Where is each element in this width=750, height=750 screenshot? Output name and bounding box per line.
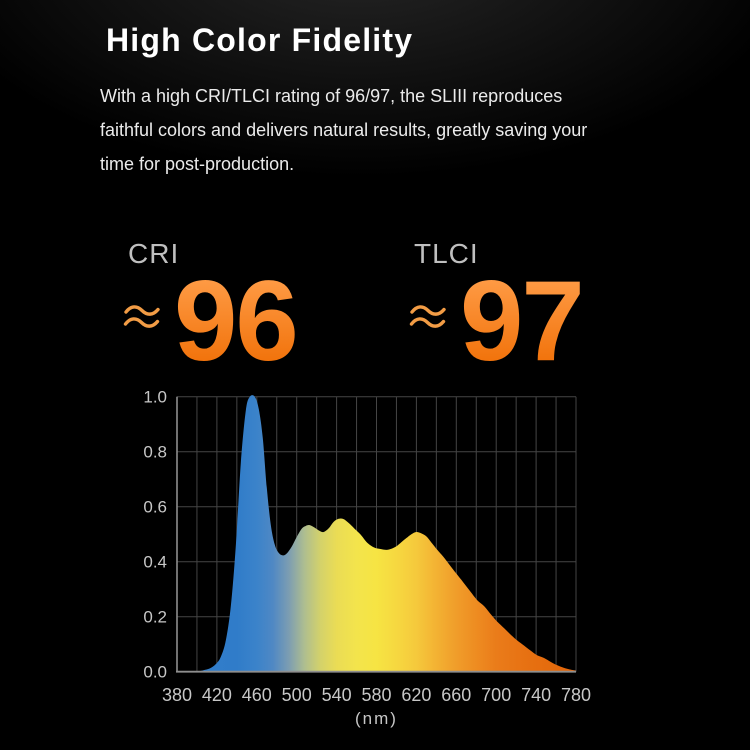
y-tick-label: 0.2 (143, 608, 167, 627)
x-tick-label: 700 (481, 685, 511, 705)
chart-tick-labels: 1.0 0.8 0.6 0.4 0.2 0.0 380 420 460 500 540 580 620 6… (143, 388, 591, 728)
x-tick-label: 460 (242, 685, 272, 705)
x-tick-label: 660 (441, 685, 471, 705)
x-tick-label: 580 (361, 685, 391, 705)
rating-tlci-label: TLCI (414, 238, 479, 269)
x-tick-label: 780 (561, 685, 591, 705)
approx-wave-icon (123, 305, 160, 328)
spectrum-area (177, 395, 576, 672)
x-tick-label: 500 (282, 685, 312, 705)
rating-cri-value-row: 96 (123, 258, 299, 385)
rating-cri-label: CRI (128, 238, 180, 269)
x-tick-label: 740 (521, 685, 551, 705)
y-tick-label: 0.4 (143, 553, 167, 572)
description-line: time for post-production. (100, 154, 295, 174)
x-tick-label: 540 (322, 685, 352, 705)
rating-tlci: TLCI 97 (409, 238, 585, 385)
y-tick-label: 1.0 (143, 388, 167, 407)
page-title: High Color Fidelity (106, 22, 414, 58)
y-tick-label: 0.8 (143, 443, 167, 462)
approx-wave-icon (409, 305, 446, 328)
x-axis-unit-label: (nm) (355, 709, 398, 728)
y-tick-label: 0.6 (143, 498, 167, 517)
page-description: With a high CRI/TLCI rating of 96/97, th… (100, 79, 587, 181)
spectrum-chart: 1.0 0.8 0.6 0.4 0.2 0.0 380 420 460 500 540 580 620 6… (143, 388, 591, 728)
rating-tlci-value-row: 97 (409, 258, 585, 385)
rating-cri: CRI 96 (123, 238, 299, 385)
rating-cri-value: 96 (174, 258, 299, 385)
background-glow (0, 0, 750, 420)
x-tick-label: 620 (401, 685, 431, 705)
x-tick-label: 380 (162, 685, 192, 705)
description-line: With a high CRI/TLCI rating of 96/97, th… (100, 86, 563, 106)
y-tick-label: 0.0 (143, 663, 167, 682)
rating-tlci-value: 97 (460, 258, 585, 385)
x-tick-label: 420 (202, 685, 232, 705)
description-line: faithful colors and delivers natural res… (100, 120, 588, 140)
